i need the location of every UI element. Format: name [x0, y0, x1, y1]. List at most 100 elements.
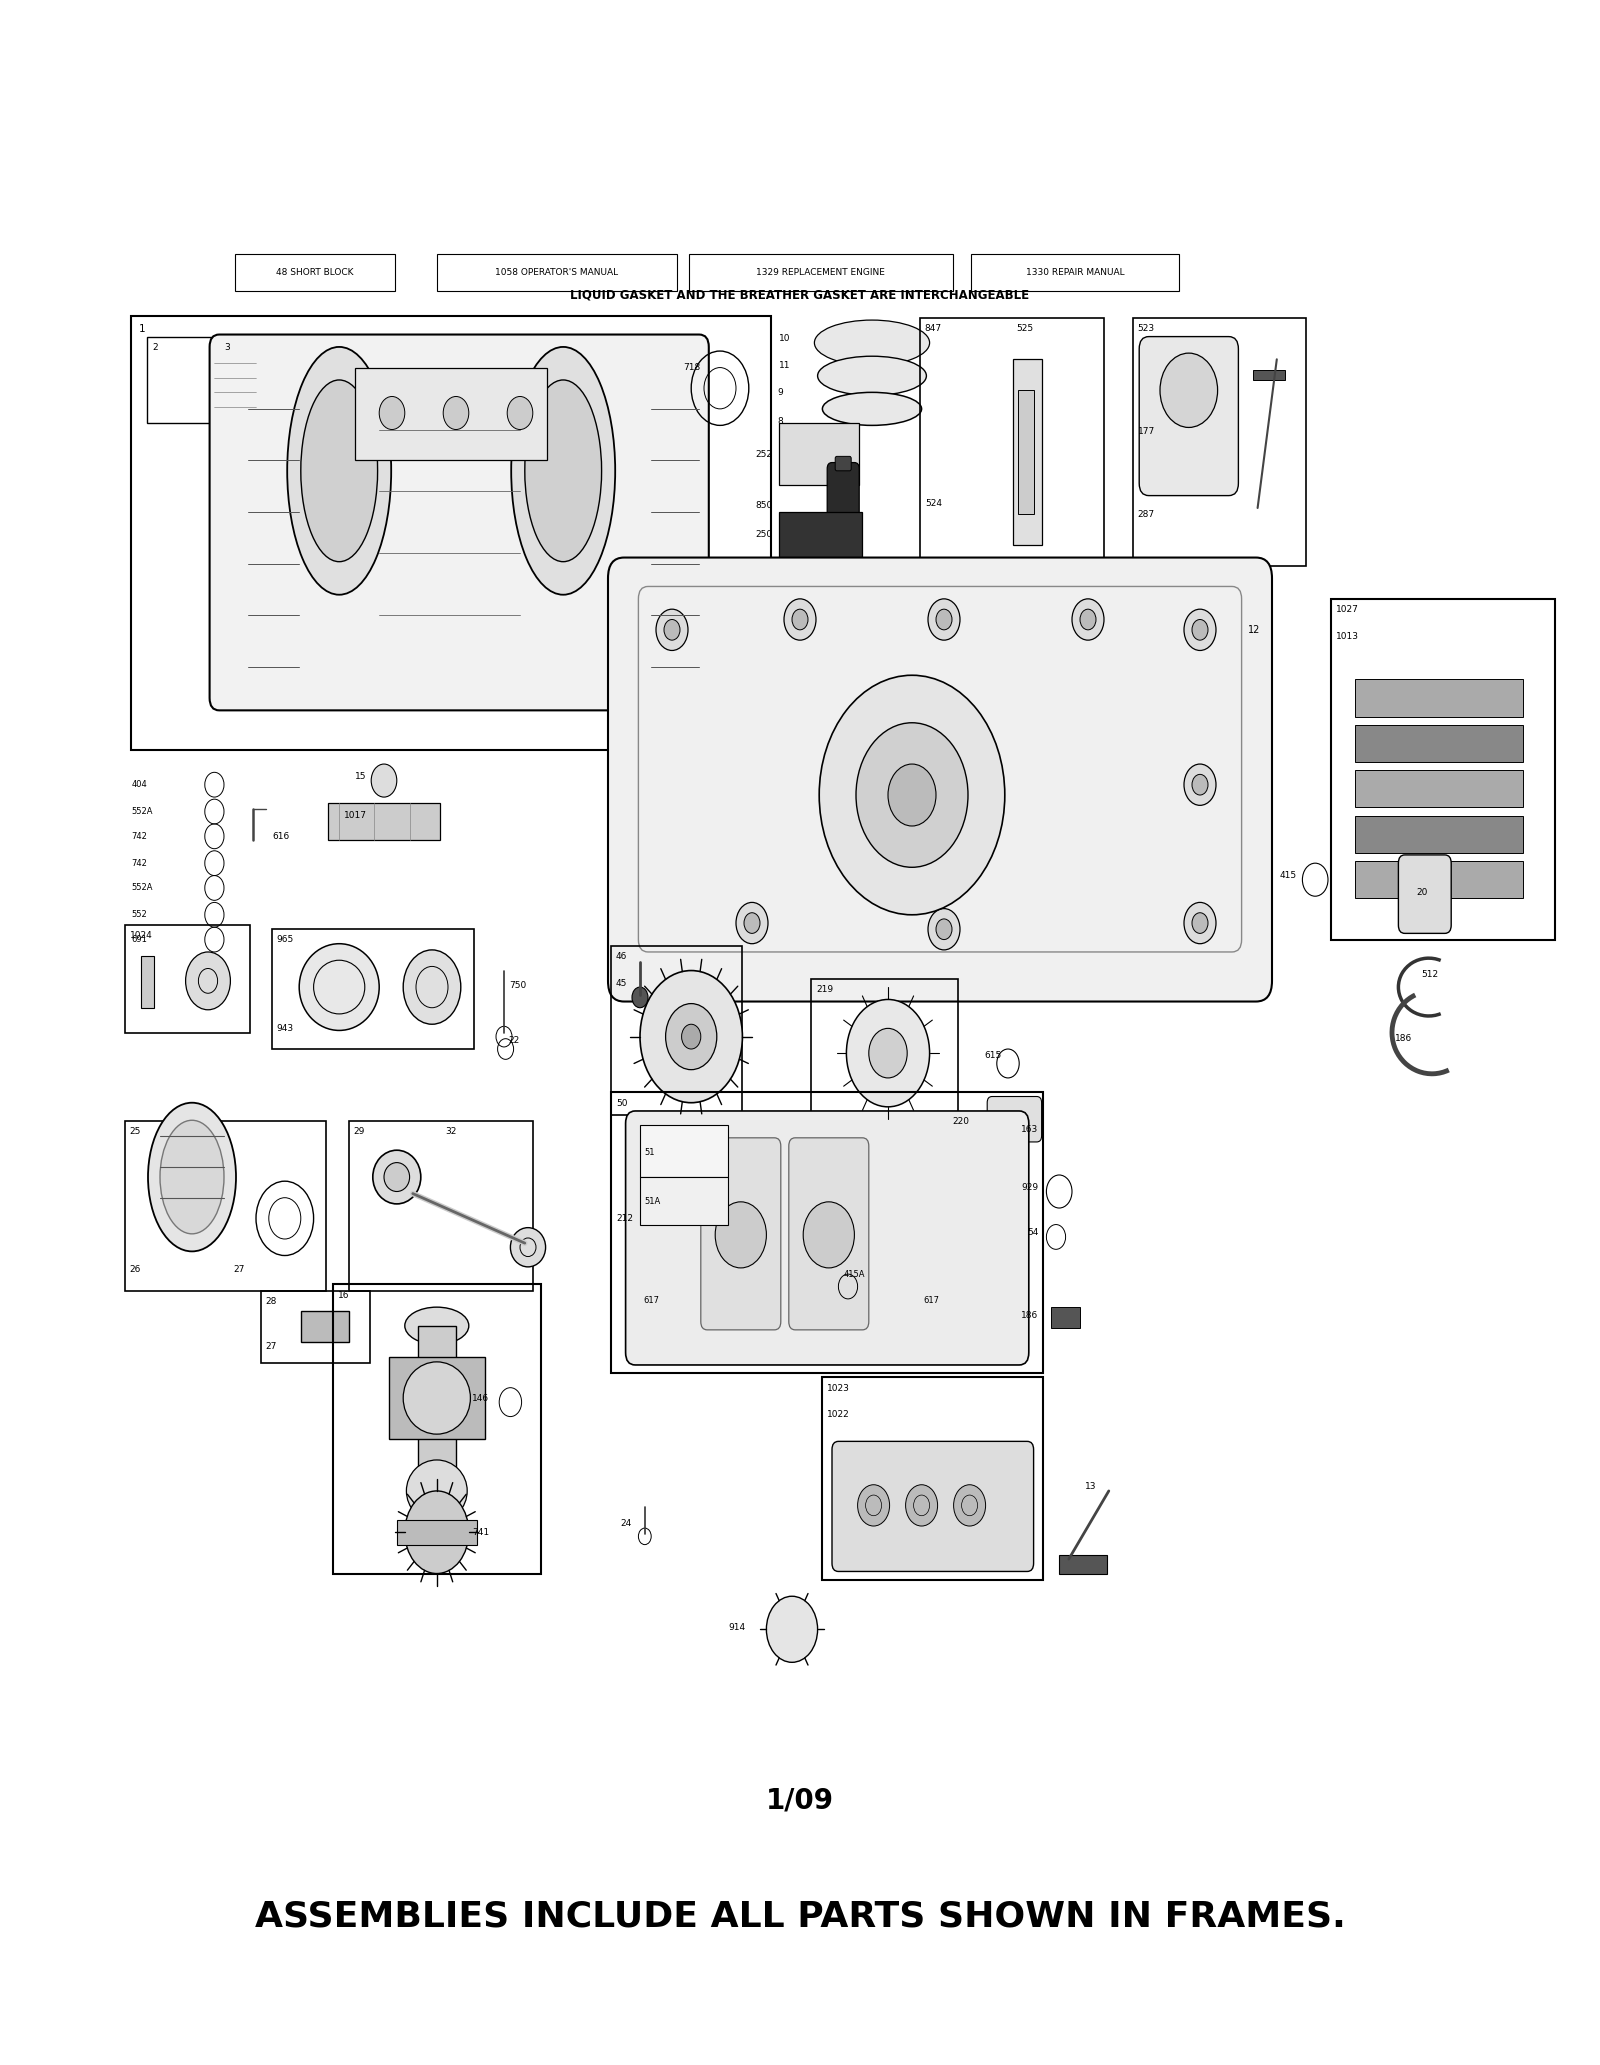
- Circle shape: [1184, 609, 1216, 650]
- FancyBboxPatch shape: [835, 456, 851, 471]
- Text: 943: 943: [277, 1024, 294, 1032]
- Text: 177: 177: [1138, 427, 1155, 436]
- Text: 28: 28: [266, 1297, 277, 1305]
- Text: 163: 163: [1021, 1125, 1038, 1134]
- Circle shape: [906, 1485, 938, 1526]
- Text: 552A: 552A: [131, 884, 152, 892]
- Bar: [125, 1121, 326, 1291]
- Bar: [822, 1377, 1043, 1580]
- Ellipse shape: [822, 392, 922, 425]
- Text: 8: 8: [778, 417, 784, 425]
- Circle shape: [856, 723, 968, 867]
- Circle shape: [1072, 599, 1104, 640]
- FancyBboxPatch shape: [789, 1138, 869, 1330]
- Text: 22: 22: [509, 1037, 520, 1045]
- Text: 742: 742: [131, 832, 147, 840]
- Text: 1330 REPAIR MANUAL: 1330 REPAIR MANUAL: [1026, 268, 1125, 277]
- FancyBboxPatch shape: [626, 1111, 1029, 1365]
- Text: 51: 51: [645, 1148, 656, 1156]
- Text: 524: 524: [925, 500, 942, 508]
- Circle shape: [664, 620, 680, 640]
- Text: 1027: 1027: [1336, 605, 1358, 613]
- Bar: [349, 1121, 533, 1291]
- FancyBboxPatch shape: [832, 1441, 1034, 1571]
- FancyBboxPatch shape: [1398, 855, 1451, 933]
- Text: 847: 847: [925, 324, 942, 332]
- Text: 1017: 1017: [344, 812, 366, 820]
- Ellipse shape: [818, 357, 926, 396]
- Text: 250: 250: [755, 531, 773, 539]
- Ellipse shape: [373, 1150, 421, 1204]
- Text: 50: 50: [616, 1099, 627, 1107]
- Bar: [397, 1520, 477, 1545]
- Bar: [131, 316, 771, 750]
- Circle shape: [1192, 913, 1208, 933]
- Text: 850: 850: [755, 502, 773, 510]
- Ellipse shape: [403, 1363, 470, 1435]
- Ellipse shape: [301, 380, 378, 562]
- Circle shape: [443, 396, 469, 430]
- Text: 12: 12: [1248, 626, 1261, 634]
- Circle shape: [405, 1491, 469, 1574]
- Bar: [437, 254, 677, 291]
- Text: 741: 741: [472, 1528, 490, 1536]
- Text: 616: 616: [272, 832, 290, 840]
- Ellipse shape: [299, 944, 379, 1030]
- Ellipse shape: [510, 1227, 546, 1268]
- Bar: [141, 956, 154, 1008]
- Bar: [1355, 725, 1523, 762]
- Circle shape: [819, 675, 1005, 915]
- Bar: [1051, 1307, 1080, 1328]
- Text: 617: 617: [923, 1297, 939, 1305]
- Circle shape: [715, 1202, 766, 1268]
- Text: ASSEMBLIES INCLUDE ALL PARTS SHOWN IN FRAMES.: ASSEMBLIES INCLUDE ALL PARTS SHOWN IN FR…: [254, 1900, 1346, 1933]
- Text: 1023: 1023: [827, 1384, 850, 1392]
- Bar: [1059, 1555, 1107, 1574]
- Circle shape: [736, 902, 768, 944]
- Circle shape: [766, 1596, 818, 1662]
- Text: 20: 20: [1416, 888, 1427, 896]
- Text: 15: 15: [355, 772, 366, 781]
- Text: 9: 9: [778, 388, 784, 396]
- Text: 1058 OPERATOR'S MANUAL: 1058 OPERATOR'S MANUAL: [496, 268, 618, 277]
- Bar: [640, 1177, 728, 1225]
- Text: 26: 26: [130, 1266, 141, 1274]
- Circle shape: [936, 919, 952, 940]
- Bar: [389, 1357, 485, 1439]
- Text: 10: 10: [779, 335, 790, 343]
- Text: 415A: 415A: [843, 1270, 864, 1278]
- Circle shape: [846, 999, 930, 1107]
- Text: 51A: 51A: [645, 1198, 661, 1206]
- FancyBboxPatch shape: [210, 335, 709, 710]
- Circle shape: [1184, 902, 1216, 944]
- Circle shape: [803, 1202, 854, 1268]
- Bar: [779, 512, 862, 558]
- Circle shape: [936, 609, 952, 630]
- Circle shape: [682, 1024, 701, 1049]
- Text: 13: 13: [1085, 1483, 1096, 1491]
- Bar: [1355, 816, 1523, 853]
- Bar: [1253, 370, 1285, 380]
- FancyBboxPatch shape: [987, 1097, 1042, 1142]
- Circle shape: [403, 950, 461, 1024]
- Circle shape: [744, 913, 760, 933]
- Bar: [811, 979, 958, 1119]
- Text: 25: 25: [130, 1127, 141, 1136]
- Text: 186: 186: [1021, 1311, 1038, 1320]
- Bar: [611, 946, 742, 1115]
- Text: 212: 212: [616, 1214, 634, 1222]
- Bar: [1355, 679, 1523, 717]
- Bar: [640, 1125, 728, 1177]
- Ellipse shape: [525, 380, 602, 562]
- FancyBboxPatch shape: [701, 1138, 781, 1330]
- Circle shape: [640, 971, 742, 1103]
- Text: 186: 186: [1395, 1035, 1413, 1043]
- Text: 287: 287: [1138, 510, 1155, 518]
- Circle shape: [507, 396, 533, 430]
- Text: 1013: 1013: [1336, 632, 1358, 640]
- Circle shape: [632, 987, 648, 1008]
- Circle shape: [888, 764, 936, 826]
- Bar: [333, 1284, 541, 1574]
- Circle shape: [1080, 609, 1096, 630]
- Text: LIQUID GASKET AND THE BREATHER GASKET ARE INTERCHANGEABLE: LIQUID GASKET AND THE BREATHER GASKET AR…: [571, 289, 1029, 301]
